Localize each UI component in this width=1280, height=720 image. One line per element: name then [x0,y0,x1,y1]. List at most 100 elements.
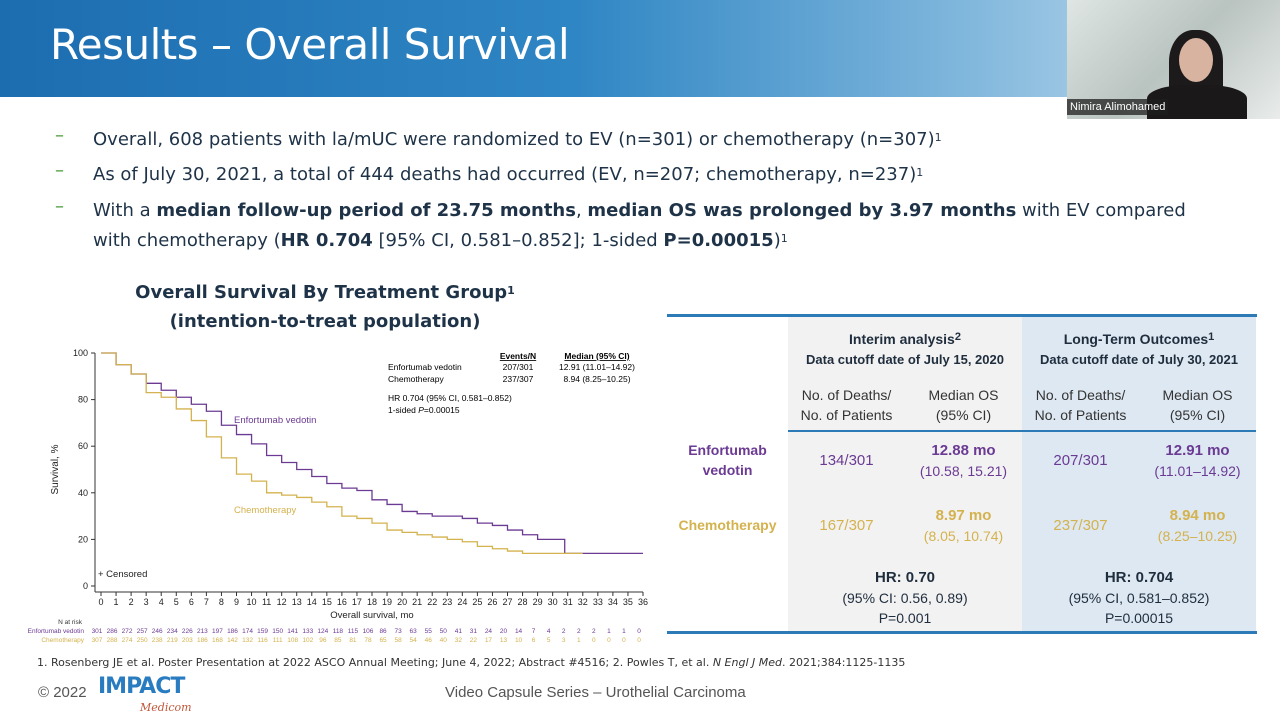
impact-logo-sub: Medicom [140,701,192,714]
at-risk-value: 197 [212,628,223,635]
stats-header: Median (95% CI) [564,351,629,361]
at-risk-value: 118 [333,628,344,635]
at-risk-value: 219 [167,637,178,644]
at-risk-value: 65 [379,637,387,644]
y-tick-label: 100 [73,348,88,358]
x-tick-label: 14 [307,597,317,607]
table-cell: 207/301 [1053,452,1108,469]
at-risk-value: 106 [363,628,374,635]
at-risk-row-name: Chemotherapy [41,637,84,644]
stats-events: 207/301 [503,362,534,372]
at-risk-value: 174 [242,628,253,635]
at-risk-value: 132 [242,637,253,644]
at-risk-value: 31 [470,628,478,635]
censored-legend: + Censored [98,569,147,580]
at-risk-value: 6 [532,637,536,644]
at-risk-value: 102 [302,637,313,644]
at-risk-value: 1 [577,637,581,644]
at-risk-value: 0 [622,637,626,644]
x-tick-label: 25 [472,597,482,607]
bullet-dash: – [55,125,64,146]
at-risk-value: 286 [107,628,118,635]
x-tick-label: 9 [234,597,239,607]
at-risk-value: 301 [92,628,103,635]
x-tick-label: 18 [367,597,377,607]
at-risk-value: 1 [622,628,626,635]
at-risk-value: 4 [547,628,551,635]
at-risk-value: 246 [152,628,163,635]
series-label-ev: Enfortumab vedotin [234,415,316,426]
x-tick-label: 30 [548,597,558,607]
table-column-header: No. of Deaths/No. of Patients [800,387,893,423]
table-cell: 12.91 mo (11.01–14.92) [1154,442,1241,479]
x-tick-label: 34 [608,597,618,607]
footnote: 1. Rosenberg JE et al. Poster Presentati… [37,656,905,669]
stats-events: 237/307 [503,374,534,384]
x-tick-label: 26 [487,597,497,607]
table-row-label: Chemotherapy [678,517,777,533]
at-risk-value: 24 [485,628,493,635]
at-risk-value: 32 [455,637,463,644]
at-risk-value: 63 [410,628,418,635]
at-risk-value: 203 [182,637,193,644]
at-risk-value: 133 [302,628,313,635]
chart-title-ref: 1 [507,284,515,297]
x-tick-label: 21 [412,597,422,607]
x-tick-label: 6 [189,597,194,607]
table-hr-cell: HR: 0.70 (95% CI: 0.56, 0.89) P=0.001 [842,569,968,626]
at-risk-value: 2 [562,628,566,635]
x-tick-label: 22 [427,597,437,607]
x-tick-label: 36 [638,597,648,607]
at-risk-value: 257 [137,628,148,635]
x-tick-label: 1 [114,597,119,607]
at-risk-row-name: Enfortumab vedotin [28,628,85,635]
y-tick-label: 0 [83,581,88,591]
x-tick-label: 24 [457,597,467,607]
at-risk-value: 7 [532,628,536,635]
at-risk-value: 274 [122,637,133,644]
x-tick-label: 35 [623,597,633,607]
chart-title-line2: (intention-to-treat population) [169,311,481,332]
y-tick-label: 80 [78,395,88,405]
at-risk-value: 10 [515,637,523,644]
at-risk-value: 3 [562,637,566,644]
x-tick-label: 23 [442,597,452,607]
x-tick-label: 2 [129,597,134,607]
table-column-header: Median OS (95% CI) [928,387,999,423]
at-risk-label: N at risk [58,619,83,626]
at-risk-value: 213 [197,628,208,635]
at-risk-value: 108 [287,637,298,644]
footnote-text-end: . 2021;384:1125-1135 [782,656,906,669]
at-risk-value: 78 [364,637,372,644]
bullet-text: Overall, 608 patients with la/mUC were r… [93,129,942,150]
at-risk-value: 86 [379,628,387,635]
at-risk-value: 111 [273,637,283,644]
webcam-video-tile[interactable]: Nimira Alimohamed [1067,0,1280,119]
x-tick-label: 29 [533,597,543,607]
at-risk-value: 20 [500,628,508,635]
x-tick-label: 12 [277,597,287,607]
at-risk-value: 50 [440,628,448,635]
x-tick-label: 10 [247,597,257,607]
at-risk-value: 46 [425,637,433,644]
at-risk-value: 55 [425,628,433,635]
chart-title: Overall Survival By Treatment Group1 (in… [95,278,555,336]
at-risk-value: 288 [107,637,118,644]
table-hr-cell: HR: 0.704 (95% CI, 0.581–0.852) P=0.00015 [1068,569,1210,626]
at-risk-value: 307 [92,637,103,644]
at-risk-value: 81 [349,637,357,644]
at-risk-value: 186 [197,637,208,644]
at-risk-value: 22 [470,637,478,644]
x-axis-label: Overall survival, mo [330,610,413,621]
table-cell: 8.94 mo (8.25–10.25) [1157,507,1238,544]
x-tick-label: 31 [563,597,573,607]
footnote-journal: N Engl J Med [712,656,782,669]
at-risk-value: 116 [257,637,268,644]
at-risk-value: 2 [577,628,581,635]
at-risk-value: 1 [607,628,611,635]
at-risk-value: 14 [515,628,523,635]
x-tick-label: 3 [144,597,149,607]
series-name: Video Capsule Series – Urothelial Carcin… [445,684,746,701]
at-risk-value: 5 [547,637,551,644]
